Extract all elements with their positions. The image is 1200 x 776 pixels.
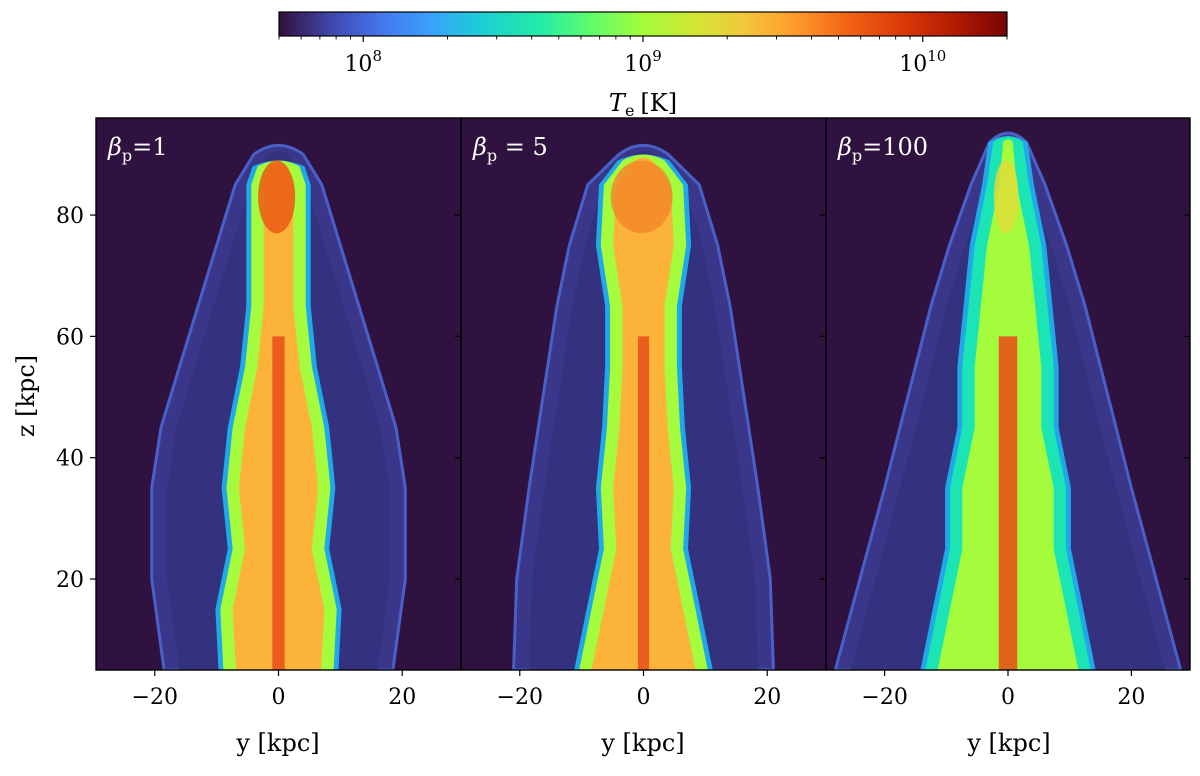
y-tick-label: 60: [56, 325, 84, 350]
colorbar-label-sub: e: [625, 101, 634, 120]
panel-label: βp=100: [837, 133, 928, 165]
x-axis-label-3: y [kpc]: [966, 729, 1050, 757]
jet-spine: [272, 336, 285, 670]
colorbar-label-unit: [K]: [640, 89, 677, 117]
jet-spine: [998, 336, 1018, 670]
colorbar-tick-label: 1010: [899, 47, 946, 77]
colorbar-label: Te [K]: [609, 89, 677, 120]
x-tick-label: 0: [1001, 685, 1015, 710]
x-tick-label: 20: [1117, 685, 1145, 710]
jet-spine: [637, 336, 650, 670]
x-axis-label-1: y [kpc]: [235, 729, 319, 757]
x-tick-label: −20: [497, 685, 543, 710]
y-tick-label: 80: [56, 204, 84, 229]
panel-label: βp=1: [107, 133, 168, 165]
colorbar: 108 109 1010 Te [K]: [278, 11, 1008, 120]
panel-2: βp = 5: [460, 117, 827, 671]
colorbar-tick-label: 109: [624, 47, 662, 77]
y-axis-label: z [kpc]: [12, 355, 40, 437]
colorbar-gradient: [278, 11, 1008, 37]
x-tick-label: −20: [861, 685, 907, 710]
x-tick-label: 20: [753, 685, 781, 710]
colorbar-tick-label: 108: [344, 47, 382, 77]
x-tick-label: −20: [132, 685, 178, 710]
x-tick-label: 20: [388, 685, 416, 710]
x-axis-label-2: y [kpc]: [600, 729, 684, 757]
panel-label: βp = 5: [472, 133, 548, 165]
axes: −20 0 20 20 40 60 80 −20 0 20 −20 0 20: [56, 204, 1190, 710]
colorbar-label-var: T: [609, 89, 627, 117]
panel-3: βp=100: [825, 117, 1191, 671]
y-tick-label: 20: [56, 568, 84, 593]
y-tick-label: 40: [56, 447, 84, 472]
panels: βp=1 βp = 5 βp=100: [95, 117, 1191, 671]
x-tick-label: 0: [272, 685, 286, 710]
x-tick-label: 0: [637, 685, 651, 710]
colorbar-ticks: 108 109 1010: [278, 36, 1008, 77]
jet-head: [610, 160, 673, 234]
panel-1: βp=1: [95, 117, 462, 671]
jet-head: [993, 160, 1019, 234]
jet-head: [258, 160, 296, 234]
